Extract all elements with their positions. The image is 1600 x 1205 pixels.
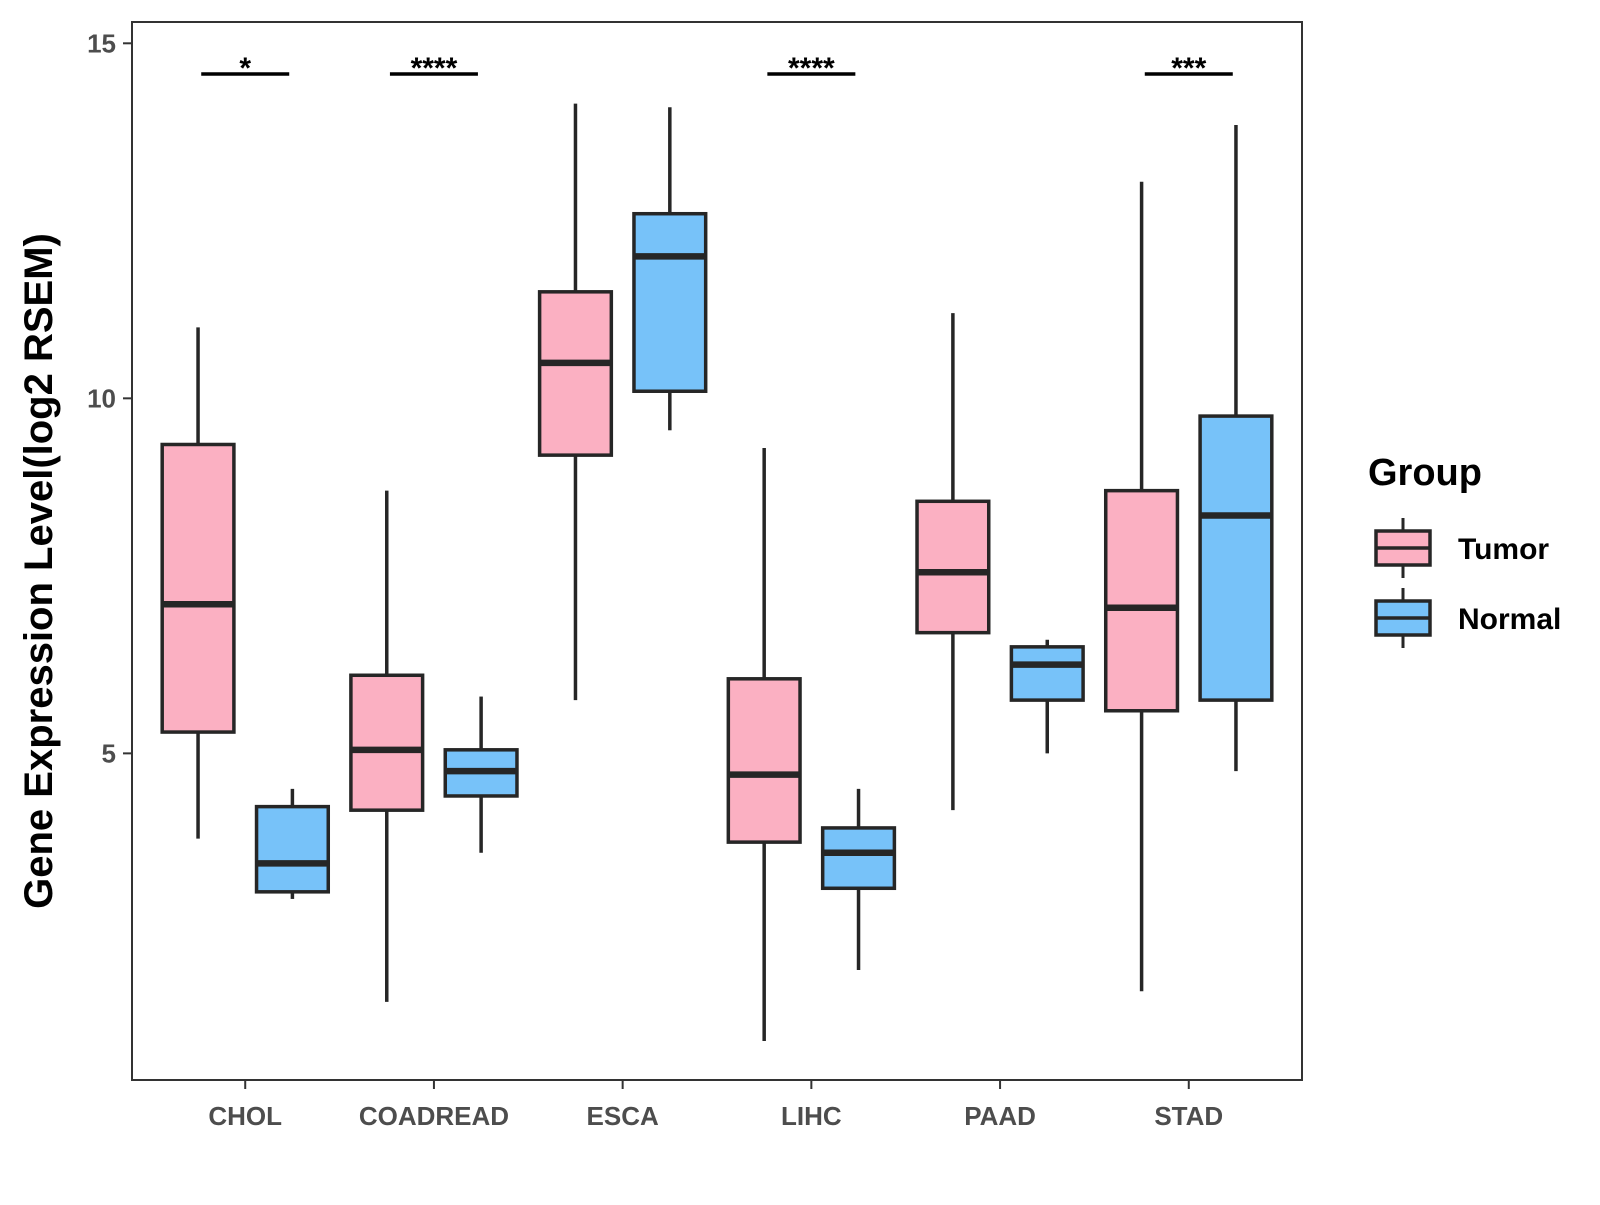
box-tumor-coadread xyxy=(349,490,425,1002)
box-body xyxy=(537,290,614,457)
box-body xyxy=(1103,488,1180,713)
y-tick-label: 15 xyxy=(87,28,116,58)
box-normal-stad xyxy=(1198,124,1274,772)
significance-label: **** xyxy=(788,52,835,85)
box-tumor-paad xyxy=(915,313,991,811)
legend-entry-normal: Normal xyxy=(1374,588,1561,648)
y-axis-title: Gene Expression Level(log2 RSEM) xyxy=(17,233,61,909)
box-normal-paad xyxy=(1009,639,1085,754)
x-tick-label: LIHC xyxy=(781,1101,842,1131)
y-tick-label: 5 xyxy=(102,738,116,768)
box-body xyxy=(632,211,708,393)
box-body xyxy=(254,804,331,894)
legend: Group Tumor Normal xyxy=(1368,452,1561,648)
box-body xyxy=(1198,414,1274,702)
box-body xyxy=(820,826,897,891)
box-tumor-stad xyxy=(1103,181,1180,992)
box-normal-lihc xyxy=(820,788,897,970)
box-tumor-lihc xyxy=(726,448,802,1041)
plot-area: * **** **** *** xyxy=(160,52,1274,1041)
box-tumor-chol xyxy=(160,327,236,839)
significance-chol: * xyxy=(201,52,290,85)
x-tick-label: ESCA xyxy=(587,1101,659,1131)
box-body xyxy=(349,673,425,812)
significance-stad: *** xyxy=(1144,52,1233,85)
significance-label: **** xyxy=(411,52,458,85)
legend-label: Normal xyxy=(1458,603,1561,636)
box-body xyxy=(1009,645,1085,702)
x-tick-label: PAAD xyxy=(964,1101,1036,1131)
legend-entry-tumor: Tumor xyxy=(1374,518,1549,578)
x-tick-label: COADREAD xyxy=(359,1101,509,1131)
box-normal-esca xyxy=(632,107,708,431)
box-normal-chol xyxy=(254,788,331,899)
box-body xyxy=(160,442,236,734)
x-tick-label: CHOL xyxy=(208,1101,282,1131)
legend-label: Tumor xyxy=(1458,533,1549,566)
x-tick-label: STAD xyxy=(1154,1101,1223,1131)
axes: 5 10 15 CHOL COADREAD ESCA LIHC PAAD STAD xyxy=(87,21,1303,1131)
significance-lihc: **** xyxy=(767,52,856,85)
y-tick-label: 10 xyxy=(87,383,116,413)
box-normal-coadread xyxy=(443,696,519,853)
box-tumor-esca xyxy=(537,103,614,701)
significance-label: *** xyxy=(1171,52,1206,85)
significance-label: * xyxy=(239,52,251,85)
box-body xyxy=(726,677,802,844)
legend-title: Group xyxy=(1368,452,1482,494)
significance-coadread: **** xyxy=(389,52,478,85)
box-body xyxy=(915,499,991,635)
plot-panel-border xyxy=(131,21,1303,1081)
